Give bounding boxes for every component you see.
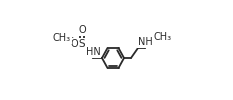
- Text: NH: NH: [138, 37, 152, 47]
- Text: O: O: [78, 25, 86, 35]
- Text: O: O: [70, 39, 78, 49]
- Text: HN: HN: [86, 47, 100, 57]
- Text: CH₃: CH₃: [153, 32, 171, 42]
- Text: S: S: [79, 39, 85, 49]
- Text: CH₃: CH₃: [53, 33, 71, 43]
